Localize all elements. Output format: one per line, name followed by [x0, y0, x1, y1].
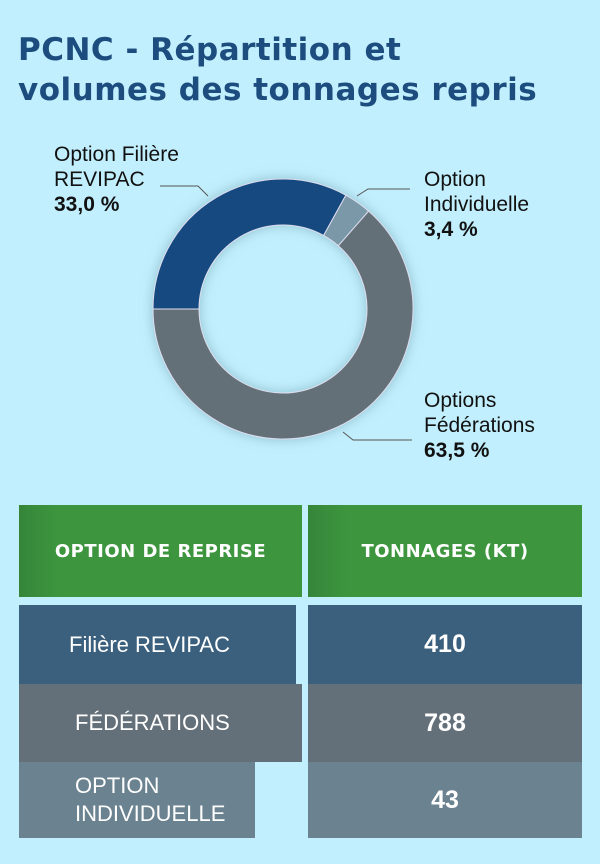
donut-chart — [152, 178, 414, 441]
header-option: OPTION DE REPRISE — [19, 505, 302, 597]
slice-revipac — [152, 178, 347, 310]
row-option: OPTION INDIVIDUELLE — [19, 762, 255, 838]
page-title: PCNC - Répartition et volumes des tonnage… — [18, 32, 538, 108]
leader-line-revipac — [160, 185, 209, 197]
slice-label-individuelle: Option Individuelle 3,4 % — [424, 168, 530, 241]
leader-line-federations — [342, 431, 412, 441]
row-tonnage: 43 — [308, 762, 582, 838]
row-tonnage: 410 — [308, 605, 582, 684]
row-option: FÉDÉRATIONS — [19, 684, 302, 762]
leader-line-individuelle — [356, 188, 410, 197]
slice-federations — [152, 210, 414, 440]
header-tonnage: TONNAGES (KT) — [308, 505, 582, 597]
slice-label-federations: Options Fédérations 63,5 % — [424, 389, 535, 462]
slice-label-revipac: Option Filière REVIPAC 33,0 % — [54, 143, 179, 216]
row-tonnage: 788 — [308, 684, 582, 762]
row-option: Filière REVIPAC — [19, 605, 296, 684]
